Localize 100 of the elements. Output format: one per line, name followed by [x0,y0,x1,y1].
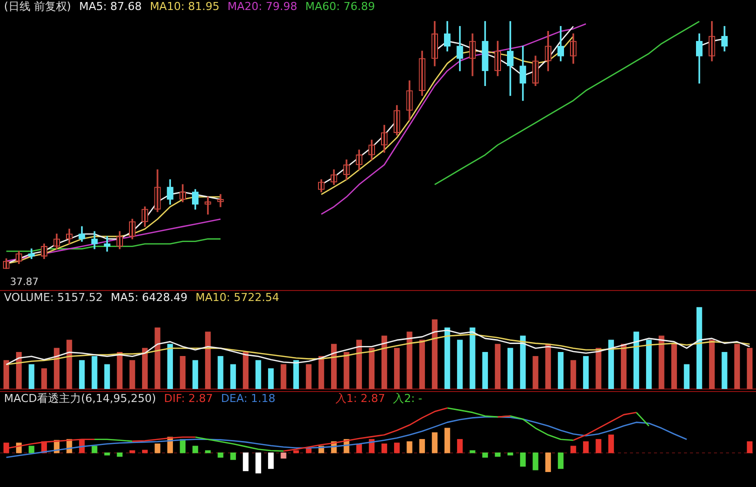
bar [406,332,412,389]
bar [432,319,438,389]
bar [66,340,72,389]
chart-title: (日线 前复权) [4,0,72,13]
bar [608,340,614,389]
text: MA60: 76.89 [305,0,375,13]
bar [570,360,576,389]
chart-title: VOLUME: 5157.52 [4,291,103,304]
bar [318,356,324,389]
text: MA20: 79.98 [228,0,298,13]
bar [684,364,690,389]
bar [268,368,274,389]
bar [596,348,602,389]
bar [558,352,564,389]
bar [129,360,136,389]
bar [306,364,312,389]
bar [520,452,526,467]
bar [230,452,236,460]
bar [722,352,728,389]
bar [104,452,110,456]
bar [671,344,677,389]
bar [620,344,627,389]
bar [734,344,740,389]
text: 入1: 2.87 [335,392,386,405]
bar [28,364,34,389]
bar [494,452,501,457]
bar [570,446,576,454]
bar [242,452,249,472]
bar [192,360,198,389]
bar [41,368,47,389]
bar [583,356,589,389]
bar [142,348,148,389]
bar [507,452,514,456]
bar [192,446,198,454]
bar [444,428,450,454]
bar [432,432,438,454]
bar [116,352,123,389]
bar [470,328,476,389]
bar [205,332,211,389]
bar [381,444,388,454]
bar [154,444,160,454]
bar [167,344,173,389]
bar [242,352,249,389]
bar [457,340,463,389]
bar [507,348,514,389]
text: DIF: 2.87 [164,392,213,405]
bar [532,452,538,470]
bar [444,328,450,389]
bar [54,348,60,389]
bar [545,452,551,472]
bar [344,352,350,389]
bar [280,452,286,459]
text: MA5: 87.68 [79,0,142,13]
bar [180,356,186,389]
bar [28,446,34,454]
bar [545,344,551,389]
bar [92,356,98,389]
bar [520,336,526,389]
bar [92,446,98,454]
bar [746,441,753,454]
bar [356,340,362,389]
chart-title: MACD看透主力(6,14,95,250) [4,392,156,405]
bar [532,356,538,389]
bar [482,352,488,389]
bar [293,360,299,389]
bar [457,439,463,454]
bar [154,328,160,389]
bar [104,364,110,389]
bar [558,452,564,469]
bar [255,452,262,474]
bar [419,439,425,454]
text: MA5: 6428.49 [110,291,188,304]
bar [230,364,236,389]
bar [218,356,224,389]
bar [494,344,501,389]
bar [79,360,85,389]
bar [3,360,10,389]
bar [696,307,702,389]
bar [419,340,425,389]
bar [394,348,400,389]
bar [596,439,602,454]
text: 37.87 [10,277,39,288]
bar [331,344,337,389]
bar [218,452,224,458]
bar [280,364,286,389]
bar [116,452,123,457]
bar [646,340,652,389]
bar [709,340,715,389]
text: MA10: 5722.54 [195,291,280,304]
bar [482,452,488,458]
bar [658,336,664,389]
bar [406,441,412,454]
bar [381,336,388,389]
text: 入2: - [393,392,422,405]
text: DEA: 1.18 [220,392,276,405]
bar [368,348,375,389]
bar [746,348,753,389]
bar [583,441,589,454]
text: MA10: 81.95 [150,0,220,13]
bar [16,352,22,389]
